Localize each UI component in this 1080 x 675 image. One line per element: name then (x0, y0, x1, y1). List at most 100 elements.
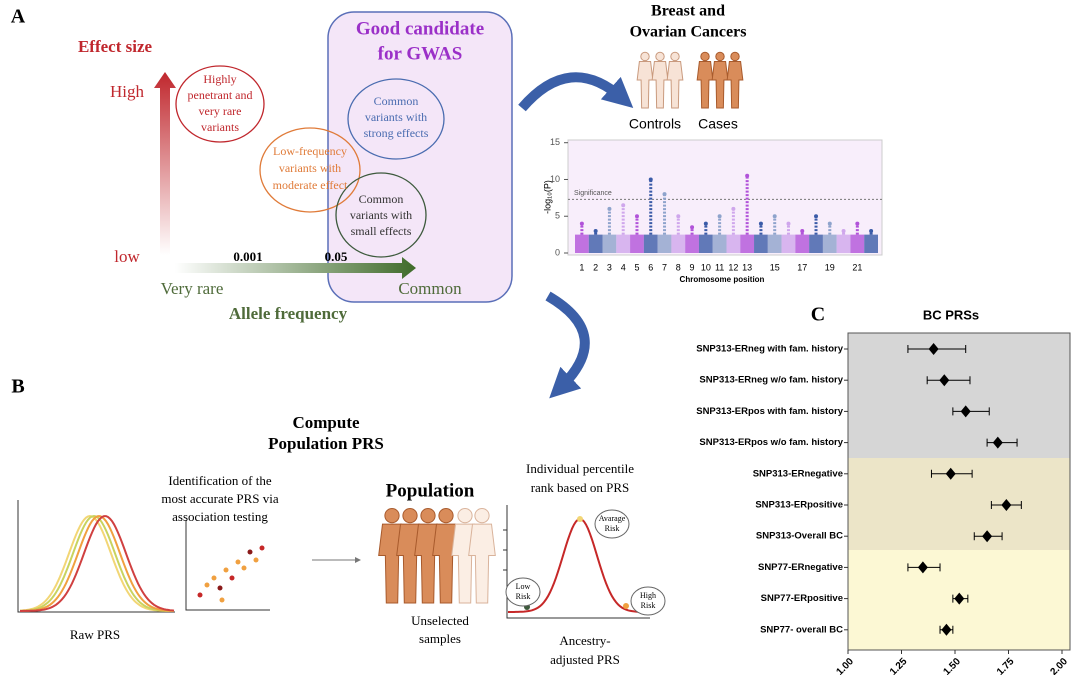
prs-curve (19, 514, 174, 612)
label: adjusted PRS (550, 652, 620, 667)
peak-point (800, 228, 805, 233)
scatter-dot (223, 567, 229, 573)
row-label: SNP313-Overall BC (756, 531, 843, 542)
chromosome-block (864, 234, 878, 253)
curved-arrow (518, 72, 634, 112)
significance-label: Significance (574, 190, 612, 197)
label: High (110, 82, 145, 101)
person-icon (696, 51, 714, 109)
chromosome-block (643, 234, 658, 253)
person-icon (636, 51, 654, 109)
x-tick-label: 21 (852, 262, 862, 272)
risk-label: Risk (605, 524, 620, 533)
scatter-dot (204, 582, 210, 588)
chart-title: BC PRSs (923, 307, 979, 322)
row-label: SNP77-ERpositive (761, 593, 843, 604)
body (696, 61, 714, 109)
frequency-arrow (175, 257, 416, 279)
label: penetrant and (188, 88, 253, 102)
chromosome-block (795, 234, 810, 253)
body (468, 523, 496, 604)
frequency-label: 0.001 (233, 249, 262, 264)
box-title: for GWAS (378, 43, 463, 64)
x-tick-label: 10 (701, 262, 711, 272)
axis (506, 505, 650, 619)
group-band (848, 458, 1070, 550)
peak-point (827, 221, 832, 226)
label: Identification of the (168, 473, 271, 488)
chromosome-block (740, 234, 755, 253)
label: most accurate PRS via (161, 491, 279, 506)
y-tick-label: 0 (555, 247, 560, 257)
body (666, 61, 684, 109)
label: Population (386, 480, 475, 501)
chromosome-block (712, 234, 727, 253)
scatter-dot (217, 585, 223, 591)
head (420, 507, 436, 524)
scatter-dot (229, 575, 235, 581)
section-title: Population PRS (268, 434, 384, 453)
row-label: SNP77- overall BC (760, 624, 843, 635)
peak-point (579, 221, 584, 226)
strong-circle (347, 78, 445, 160)
body (636, 61, 654, 109)
scatter-dot (259, 545, 265, 551)
peak-point (703, 221, 708, 226)
axis-title: -log₁₀(P) (542, 180, 552, 214)
peak-point (758, 221, 763, 226)
peak-point (593, 228, 598, 233)
x-tick-label: 15 (770, 262, 780, 272)
head (655, 51, 665, 62)
head (384, 507, 400, 524)
x-tick-label: 1.00 (834, 656, 856, 675)
label: Common (359, 192, 404, 206)
section-title: Compute (292, 413, 360, 432)
head (715, 51, 725, 62)
peak-point (731, 206, 736, 211)
row-label: SNP313-ERneg w/o fam. history (699, 375, 843, 386)
person-icon (711, 51, 729, 109)
head (730, 51, 740, 62)
estimate-marker (960, 405, 971, 418)
risk-bubble (505, 577, 541, 607)
estimate-marker (1001, 499, 1012, 511)
chromosome-block (698, 234, 713, 253)
peak-point (662, 192, 667, 197)
x-tick-label: 2 (593, 262, 598, 272)
estimate-marker (941, 623, 952, 636)
prs-curve (20, 515, 175, 612)
effect-arrow (154, 72, 176, 255)
label: moderate effect (273, 178, 348, 192)
x-tick-label: 5 (634, 262, 639, 272)
label: Common (398, 279, 462, 298)
chromosome-block (616, 234, 631, 253)
peak-point (841, 228, 846, 233)
group-band (848, 333, 1070, 458)
x-tick-label: 1.50 (941, 656, 963, 675)
risk-bubble (630, 586, 666, 616)
chromosome-block (588, 234, 603, 253)
estimate-marker (954, 592, 965, 605)
panel-label: C (811, 304, 825, 326)
risk-label: High (640, 591, 656, 600)
x-tick-label: 9 (690, 262, 695, 272)
x-tick-label: 3 (607, 262, 612, 272)
scatter-dot (247, 549, 253, 555)
person-icon (468, 507, 496, 604)
forest-frame (847, 332, 1071, 651)
label: Unselected (411, 613, 469, 628)
risk-dot (623, 603, 629, 609)
person-icon (666, 51, 684, 109)
axis (185, 520, 270, 611)
prs-curve (20, 515, 174, 612)
body (726, 61, 744, 109)
axis-title: Effect size (78, 37, 153, 56)
label: Common (374, 94, 419, 108)
y-tick-label: 10 (550, 174, 560, 184)
risk-dot (577, 516, 583, 522)
rare-circle (175, 65, 265, 143)
panel-label: A (11, 6, 26, 28)
estimate-marker (945, 467, 956, 480)
label: Raw PRS (70, 627, 120, 642)
